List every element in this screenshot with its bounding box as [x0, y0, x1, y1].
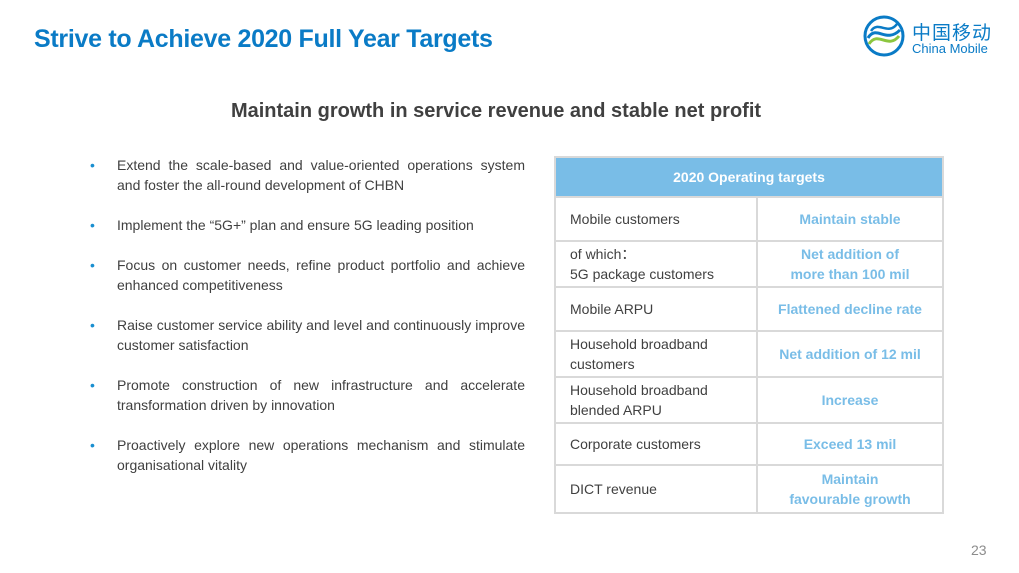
bullet-icon: • [90, 257, 95, 273]
bullet-icon: • [90, 157, 95, 173]
target-metric-label: Household broadband blended ARPU [554, 376, 758, 424]
target-value: Net addition of more than 100 mil [756, 240, 944, 288]
target-value: Increase [756, 376, 944, 424]
slide-title: Strive to Achieve 2020 Full Year Targets [34, 25, 493, 53]
table-row: Mobile customers Maintain stable [554, 196, 944, 242]
bullet-icon: • [90, 437, 95, 453]
logo-chinese-text: 中国移动 [912, 22, 993, 44]
table-row: Household broadband customers Net addition… [554, 330, 944, 378]
china-mobile-logo: 中国移动 China Mobile [862, 14, 1002, 60]
table-row: of which： 5G package customers Net additio… [554, 240, 944, 288]
bullet-icon: • [90, 317, 95, 333]
target-value: Maintain stable [756, 196, 944, 242]
table-header: 2020 Operating targets [554, 156, 944, 198]
china-mobile-logo-icon [863, 15, 905, 57]
bullet-item: • Promote construction of new infrastruct… [90, 377, 525, 413]
target-metric-label: of which： 5G package customers [554, 240, 758, 288]
bullet-item: • Raise customer service ability and leve… [90, 317, 525, 353]
slide-subtitle: Maintain growth in service revenue and s… [230, 100, 762, 122]
operating-targets-table: 2020 Operating targets Mobile customers M… [554, 156, 944, 514]
page-number: 23 [971, 542, 987, 558]
target-metric-label: Household broadband customers [554, 330, 758, 378]
table-row: DICT revenue Maintain favourable growth [554, 464, 944, 514]
table-row: Corporate customers Exceed 13 mil [554, 422, 944, 466]
table-row: Household broadband blended ARPU Increase [554, 376, 944, 424]
bullet-icon: • [90, 377, 95, 393]
target-metric-label: DICT revenue [554, 464, 758, 514]
bullet-list: • Extend the scale-based and value-orient… [90, 155, 525, 495]
table-row: Mobile ARPU Flattened decline rate [554, 286, 944, 332]
bullet-item: • Focus on customer needs, refine product… [90, 257, 525, 293]
target-metric-label: Mobile ARPU [554, 286, 758, 332]
logo-english-text: China Mobile [912, 41, 988, 56]
target-value: Net addition of 12 mil [756, 330, 944, 378]
bullet-icon: • [90, 217, 95, 233]
bullet-item: • Proactively explore new operations mech… [90, 437, 525, 473]
target-metric-label: Mobile customers [554, 196, 758, 242]
target-metric-label: Corporate customers [554, 422, 758, 466]
bullet-item: • Extend the scale-based and value-orient… [90, 157, 525, 193]
target-value: Maintain favourable growth [756, 464, 944, 514]
bullet-item: • Implement the “5G+” plan and ensure 5G … [90, 217, 474, 233]
target-value: Flattened decline rate [756, 286, 944, 332]
target-value: Exceed 13 mil [756, 422, 944, 466]
